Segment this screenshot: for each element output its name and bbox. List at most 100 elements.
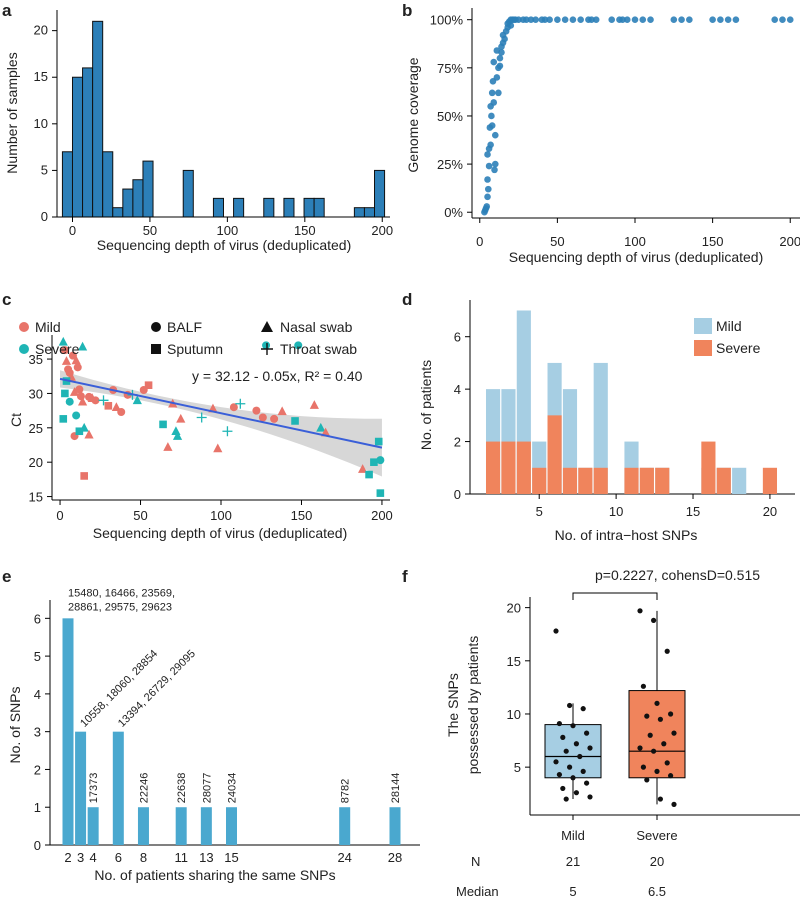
scatter-point-nasal-swab: [58, 336, 68, 346]
data-point: [560, 734, 566, 740]
x-tick-label: 0: [56, 508, 63, 523]
y-tick-label: 0: [41, 209, 48, 224]
bar: [75, 731, 87, 845]
scatter-point-sputum: [59, 415, 68, 423]
data-point: [661, 741, 667, 747]
scatter-point: [491, 166, 498, 174]
data-point: [563, 796, 569, 802]
histogram-bar: [132, 179, 144, 218]
scatter-point-balf: [73, 363, 82, 372]
histogram-bar: [263, 197, 275, 218]
legend-label-throat-swab: Throat swab: [280, 341, 357, 357]
scatter-point: [496, 62, 504, 70]
histogram-bar: [353, 207, 365, 218]
scatter-point: [495, 89, 502, 97]
y-axis-title: No. of SNPs: [7, 686, 23, 763]
scatter-point: [631, 16, 639, 24]
scatter-point: [488, 89, 496, 97]
scatter-point-sputum: [104, 402, 113, 410]
box-body-mild: [544, 724, 602, 779]
bar-severe: [501, 441, 516, 494]
bar-label: 22246: [138, 773, 150, 804]
data-point: [570, 775, 576, 781]
scatter-point: [484, 151, 491, 158]
legend-shape-throat-swab: [261, 343, 273, 355]
x-axis-title: No. of intra−host SNPs: [555, 527, 698, 543]
panel-a-label: a: [2, 1, 12, 20]
data-point: [664, 760, 670, 766]
data-point: [640, 764, 647, 770]
x-tick-label: Mild: [561, 828, 585, 843]
histogram-bar: [82, 67, 94, 218]
x-tick-label: 200: [371, 508, 393, 523]
bar-severe: [762, 467, 778, 494]
y-tick-label: 25: [29, 421, 43, 436]
scatter-point: [639, 16, 647, 24]
x-tick-label: 15: [224, 850, 238, 865]
legend-label-balf: BALF: [167, 319, 202, 335]
table-median-value: 5: [569, 884, 576, 899]
x-tick-label: 100: [210, 508, 232, 523]
data-point: [577, 753, 583, 760]
y-axis-title: Genome coverage: [405, 57, 421, 172]
x-tick-label: 13: [199, 850, 213, 865]
scatter-point-balf: [72, 411, 81, 420]
scatter-point: [608, 16, 616, 24]
legend-label-mild: Mild: [35, 319, 61, 335]
data-point: [553, 628, 559, 634]
y-tick-label: 15: [34, 69, 48, 84]
panel-b-label: b: [402, 1, 412, 20]
scatter-point: [523, 16, 530, 24]
scatter-point: [485, 185, 492, 193]
data-point: [651, 617, 657, 623]
panel-c-label: c: [2, 290, 11, 309]
scatter-point: [619, 16, 626, 24]
scatter-point-nasal-swab: [69, 387, 80, 396]
bar-label: 13394, 26729, 29095: [116, 648, 198, 730]
y-tick-label: 2: [454, 435, 461, 450]
scatter-point-balf: [75, 385, 84, 394]
x-axis-title: Sequencing depth of virus (deduplicated): [93, 525, 348, 541]
bar-severe: [562, 467, 578, 494]
histogram-bar: [374, 169, 386, 218]
scatter-point: [779, 16, 786, 24]
panel-e-label: e: [2, 567, 11, 586]
scatter-point: [532, 16, 539, 24]
bar-severe: [578, 467, 593, 494]
panel-d-legend: Mild Severe: [694, 318, 761, 356]
bar-severe: [485, 441, 501, 494]
panel-b-scatter: 0 50 100 150 200 0% 25% 50% 75% 100% Sequencing d…: [405, 8, 800, 265]
y-tick-label: 15: [507, 654, 521, 669]
y-axis-title-line2: possessed by patients: [465, 636, 481, 775]
data-point: [671, 730, 677, 736]
data-point: [587, 745, 593, 751]
histogram-bar: [61, 151, 73, 218]
panel-c-scatter-regression: 0 50 100 150 200 15 20 25 30 35 Mild Severe BALF Spu…: [8, 319, 393, 541]
y-tick-label: 0: [454, 487, 461, 502]
histogram-bar: [313, 197, 325, 218]
scatter-point-sputum: [80, 472, 88, 480]
scatter-point: [498, 49, 505, 56]
bar: [339, 807, 351, 845]
histogram-bar: [71, 76, 84, 218]
y-tick-label: 4: [34, 687, 41, 702]
table-n-value: 21: [566, 854, 580, 869]
scatter-point-balf: [68, 351, 77, 360]
bar: [62, 618, 74, 845]
scatter-point-sputum: [374, 437, 383, 446]
x-tick-label: 8: [140, 850, 147, 865]
scatter-point-nasal-swab: [163, 442, 173, 451]
regression-equation: y = 32.12 - 0.05x, R² = 0.40: [192, 368, 363, 384]
legend-shape-sputum: [151, 344, 161, 354]
scatter-point: [678, 16, 685, 24]
y-tick-label: 20: [29, 455, 43, 470]
scatter-point-nasal-swab: [176, 413, 186, 423]
scatter-point-balf: [262, 341, 271, 350]
scatter-point-nasal-swab: [111, 402, 121, 411]
data-point: [587, 794, 593, 800]
y-tick-label: 30: [29, 386, 43, 401]
histogram-bar: [212, 197, 224, 218]
bar-severe: [655, 467, 670, 494]
y-tick-label: 6: [34, 611, 41, 626]
scatter-point: [588, 16, 595, 24]
